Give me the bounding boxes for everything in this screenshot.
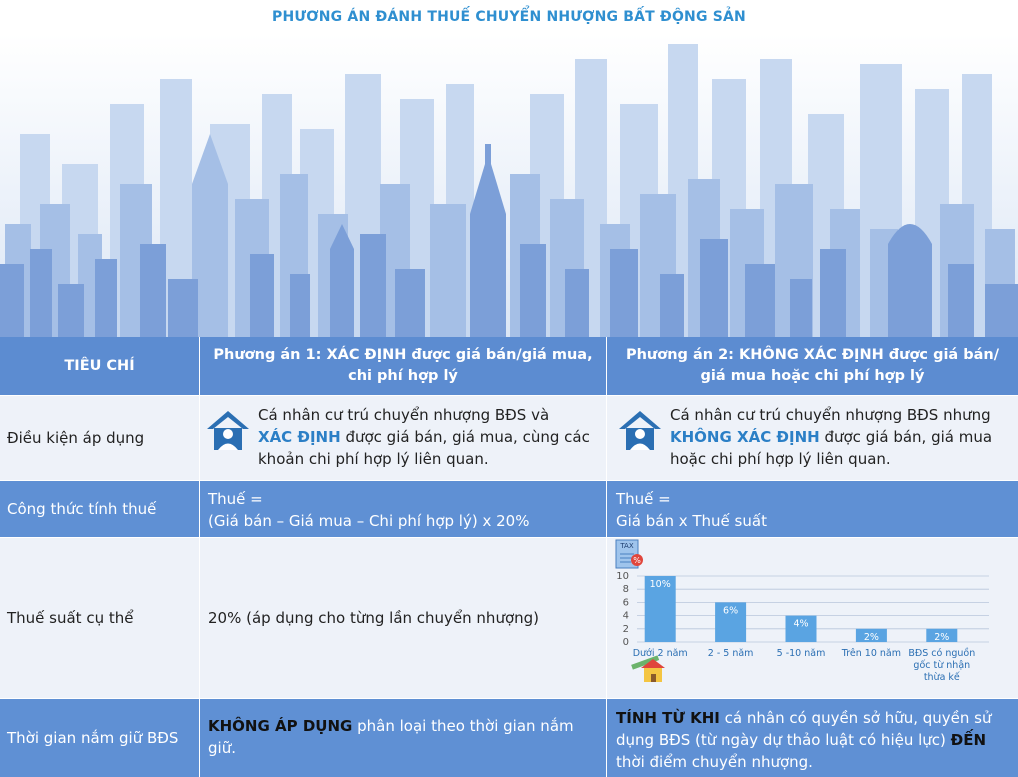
- x-tick-label: BĐS có nguồn gốc từ nhận thừa kế: [908, 648, 975, 683]
- bar: [715, 602, 747, 642]
- bar-value-label: 2%: [934, 632, 949, 643]
- formula-option-1: Thuế = (Giá bán – Giá mua – Chi phí hợp …: [200, 481, 606, 537]
- condition-2-highlight: KHÔNG XÁC ĐỊNH: [670, 428, 820, 446]
- condition-1-highlight: XÁC ĐỊNH: [258, 428, 341, 446]
- y-tick-label: 4: [623, 611, 629, 622]
- comparison-table: TIÊU CHÍ Phương án 1: XÁC ĐỊNH được giá …: [0, 337, 1018, 777]
- y-tick-label: 6: [623, 597, 629, 608]
- y-tick-label: 8: [623, 584, 629, 595]
- y-tick-label: 0: [623, 637, 629, 648]
- table-header-row: TIÊU CHÍ Phương án 1: XÁC ĐỊNH được giá …: [0, 337, 1018, 395]
- bar-value-label: 10%: [650, 579, 671, 590]
- header-option-2: Phương án 2: KHÔNG XÁC ĐỊNH được giá bán…: [625, 347, 1000, 384]
- hand-house-icon: [631, 655, 665, 682]
- page-title: PHƯƠNG ÁN ĐÁNH THUẾ CHUYỂN NHƯỢNG BẤT ĐỘ…: [272, 9, 746, 25]
- holding-2-end: thời điểm chuyển nhượng.: [616, 753, 813, 771]
- table-row: Thời gian nắm giữ BĐS KHÔNG ÁP DỤNG phân…: [0, 699, 1018, 777]
- tax-icon-symbol: %: [633, 556, 641, 565]
- x-tick-label: 2 - 5 năm: [708, 648, 754, 659]
- tax-rate-option-1: 20% (áp dụng cho từng lần chuyển nhượng): [200, 538, 606, 698]
- y-tick-label: 2: [623, 624, 629, 635]
- house-person-icon: [619, 411, 661, 450]
- city-skyline-illustration: [0, 34, 1018, 340]
- holding-2-mid: cá nhân có quyền sở hữu, quyền sử dụng B…: [616, 709, 992, 749]
- table-row: Công thức tính thuế Thuế = (Giá bán – Gi…: [0, 481, 1018, 537]
- formula-2-line2: Giá bán x Thuế suất: [616, 512, 767, 530]
- holding-1-rest: phân loại theo thời gian nắm giữ.: [208, 717, 574, 757]
- holding-option-2: TÍNH TỪ KHI cá nhân có quyền sở hữu, quy…: [607, 699, 1018, 777]
- row-label-conditions: Điều kiện áp dụng: [7, 429, 145, 447]
- condition-1-text-pre: Cá nhân cư trú chuyển nhượng BĐS và: [258, 406, 550, 424]
- condition-2-text-post: được giá bán, giá mua hoặc chi phí hợp l…: [670, 428, 993, 468]
- formula-option-2: Thuế = Giá bán x Thuế suất: [607, 481, 1018, 537]
- header-option-1: Phương án 1: XÁC ĐỊNH được giá bán/giá m…: [213, 347, 593, 384]
- x-tick-label: Trên 10 năm: [841, 648, 901, 659]
- bar: [926, 628, 958, 642]
- formula-1-line1: Thuế =: [208, 490, 263, 508]
- condition-1-text-post: được giá bán, giá mua, cùng các khoản ch…: [258, 428, 590, 468]
- y-tick-label: 10: [616, 571, 629, 582]
- table-row: Thuế suất cụ thể 20% (áp dụng cho từng l…: [0, 538, 1018, 698]
- tax-document-icon: TAX %: [615, 539, 643, 569]
- holding-1-bold: KHÔNG ÁP DỤNG: [208, 717, 353, 735]
- bar-value-label: 4%: [793, 619, 808, 630]
- row-label-holding-time: Thời gian nắm giữ BĐS: [7, 729, 179, 747]
- holding-option-1: KHÔNG ÁP DỤNG phân loại theo thời gian n…: [200, 699, 580, 777]
- tax-rate-chart: TAX % 0 2 4 6 8 10 10% Dưới 2 năm 6% 2 - 5 năm 4%…: [615, 539, 989, 683]
- formula-2-line1: Thuế =: [616, 490, 671, 508]
- bar: [855, 628, 887, 642]
- condition-option-2: Cá nhân cư trú chuyển nhượng BĐS nhưng K…: [607, 396, 1018, 480]
- header-criteria: TIÊU CHÍ: [64, 357, 135, 374]
- formula-1-line2: (Giá bán – Giá mua – Chi phí hợp lý) x 2…: [208, 512, 530, 530]
- x-tick-label: Dưới 2 năm: [633, 648, 688, 659]
- condition-option-1: Cá nhân cư trú chuyển nhượng BĐS và XÁC …: [200, 396, 606, 480]
- bar-value-label: 2%: [864, 632, 879, 643]
- holding-2-bold-start: TÍNH TỪ KHI: [616, 709, 720, 727]
- row-label-tax-rate: Thuế suất cụ thể: [7, 609, 134, 627]
- tax-rate-option-1-text: 20% (áp dụng cho từng lần chuyển nhượng): [208, 609, 540, 627]
- bar-value-label: 6%: [723, 605, 738, 616]
- tax-icon-label: TAX: [619, 542, 634, 550]
- bar: [785, 615, 817, 642]
- condition-2-text-pre: Cá nhân cư trú chuyển nhượng BĐS nhưng: [670, 406, 991, 424]
- x-tick-label: 5 -10 năm: [777, 648, 826, 659]
- row-label-formula: Công thức tính thuế: [7, 500, 157, 518]
- holding-2-bold-end: ĐẾN: [950, 731, 987, 749]
- bar: [644, 576, 676, 642]
- table-row: Điều kiện áp dụng Cá nhân cư trú chuyển …: [0, 396, 1018, 480]
- house-person-icon: [207, 411, 249, 450]
